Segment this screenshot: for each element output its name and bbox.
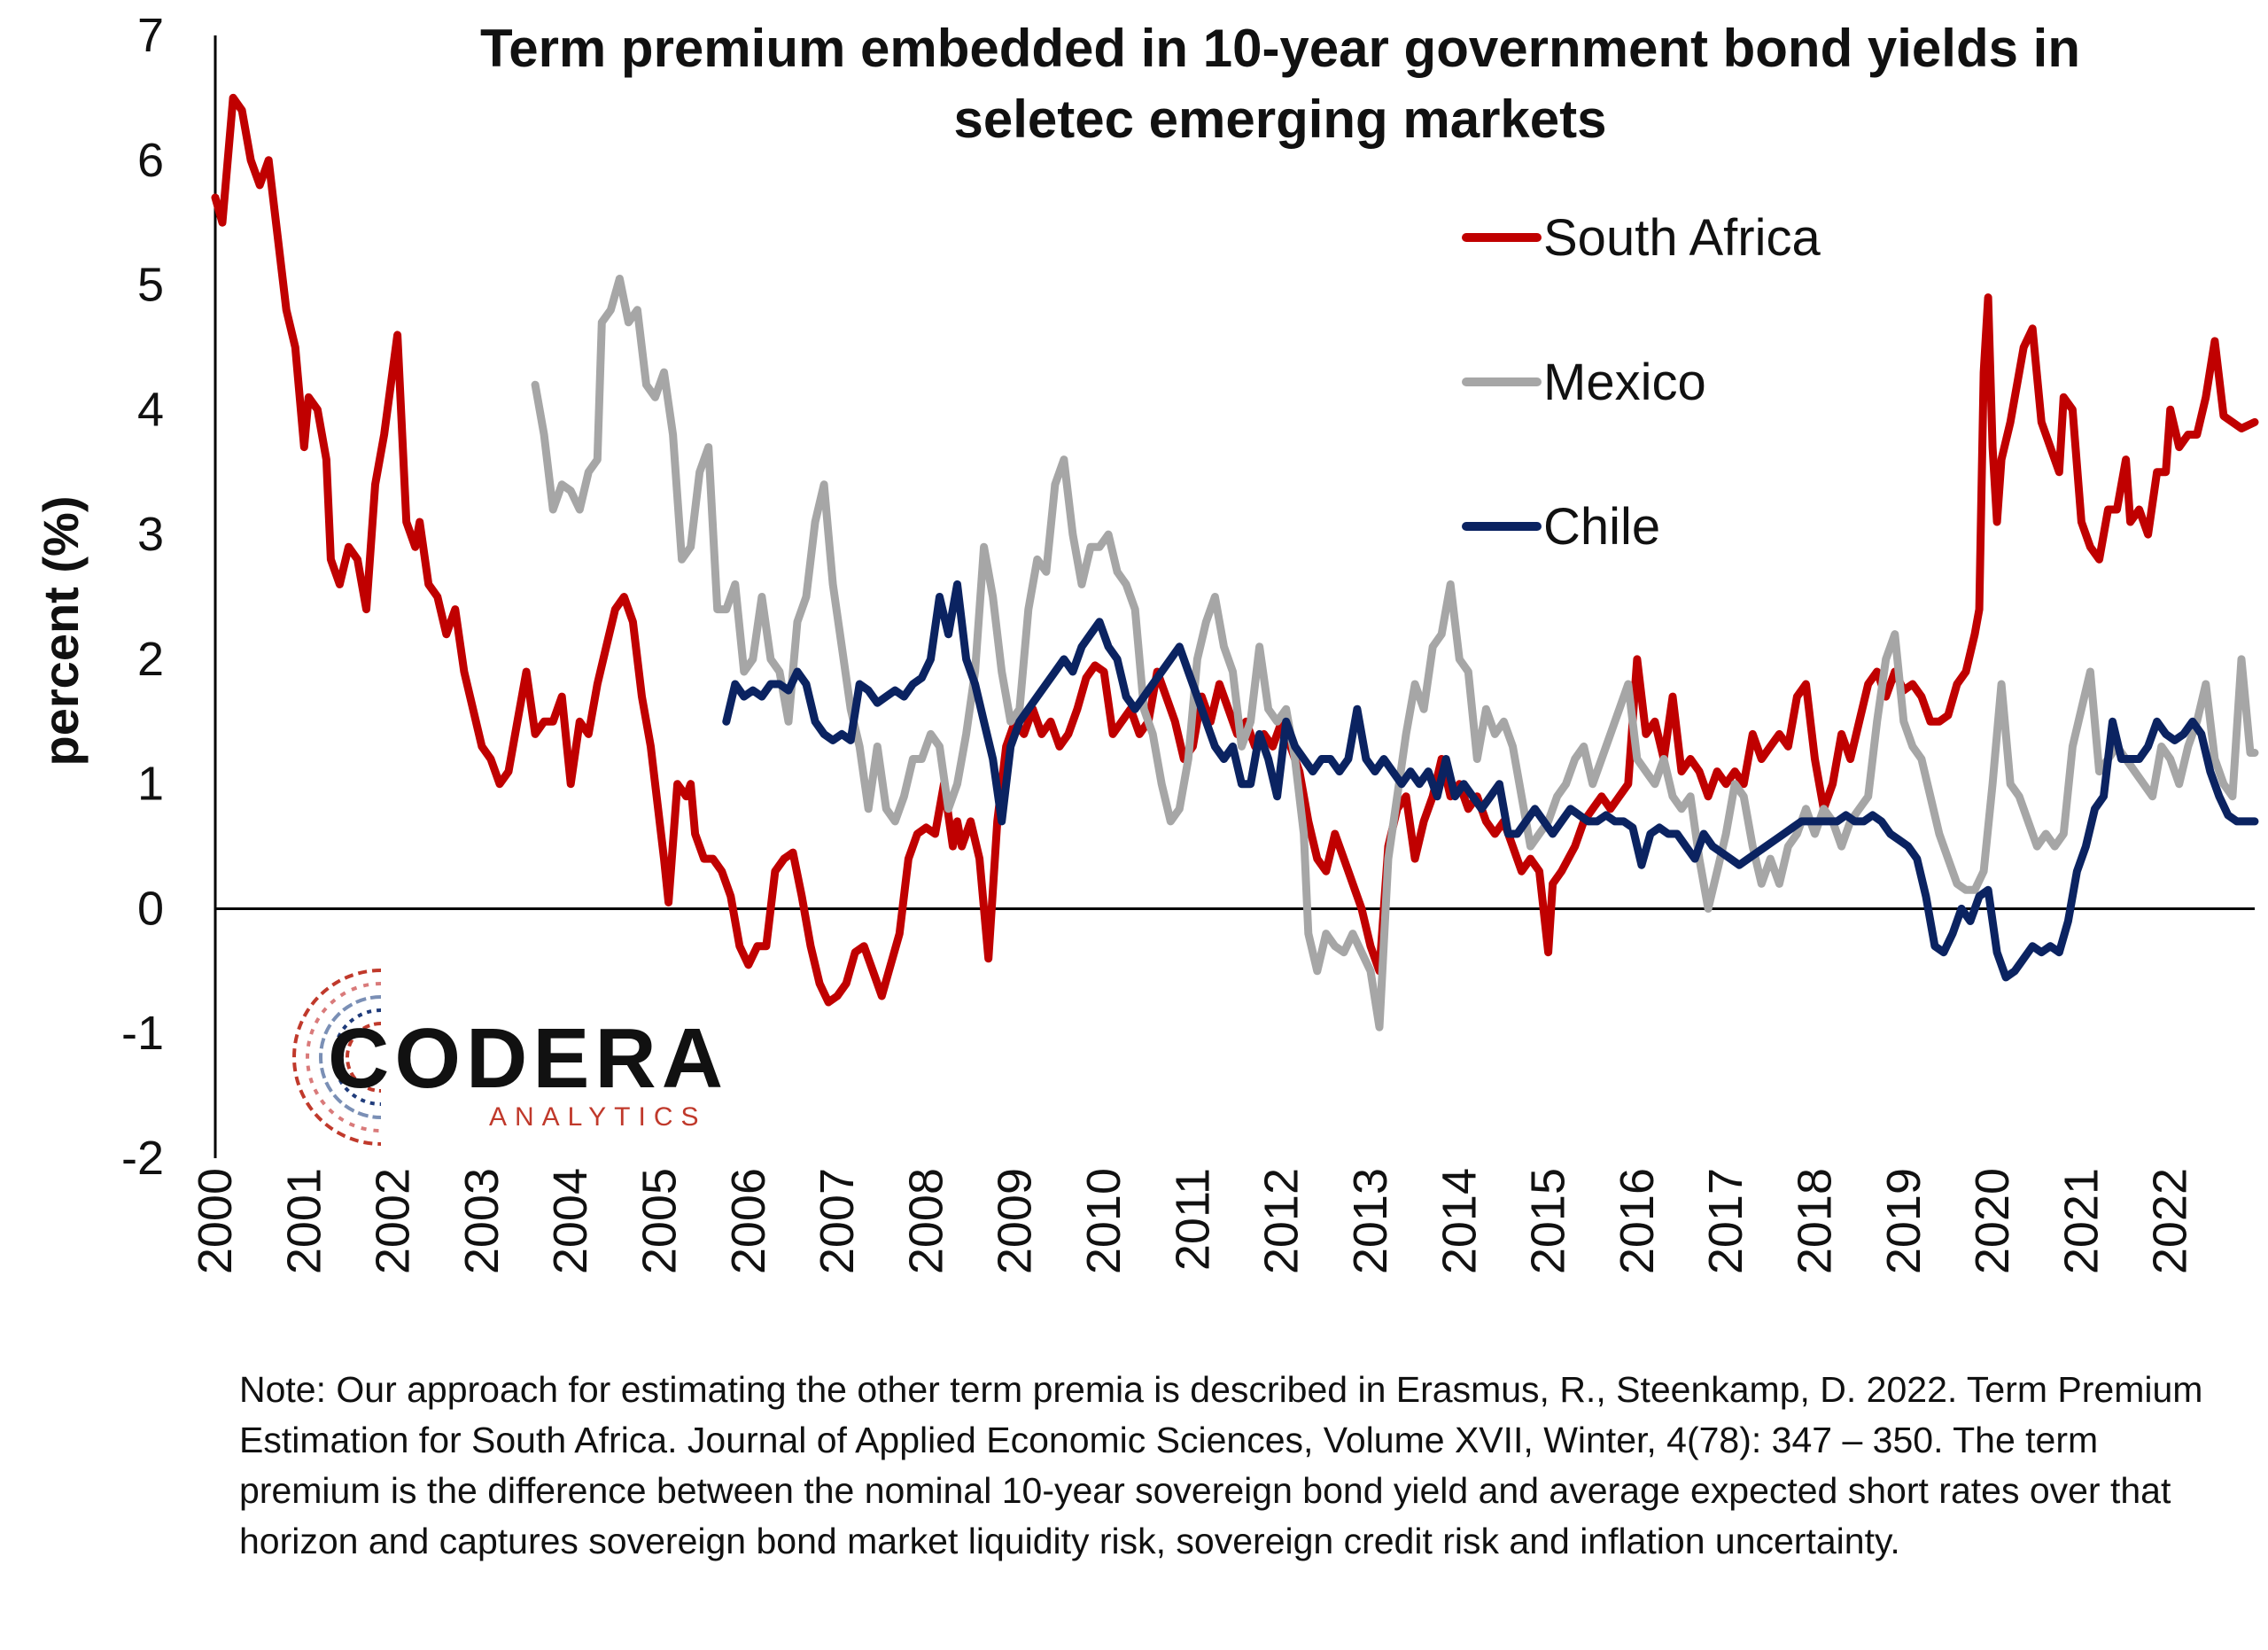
y-tick-label: -1 <box>121 1007 164 1060</box>
y-tick-label: 1 <box>137 758 164 811</box>
x-tick-label: 2017 <box>1699 1168 1752 1274</box>
x-tick-label: 2006 <box>722 1168 775 1274</box>
x-tick-label: 2012 <box>1255 1168 1309 1274</box>
chart-title-line-2: seletec emerging markets <box>953 90 1606 149</box>
y-tick-label: 7 <box>137 9 164 62</box>
chart-title: Term premium embedded in 10-year governm… <box>480 19 2080 149</box>
y-tick-label: -2 <box>121 1132 164 1185</box>
x-tick-label: 2021 <box>2054 1168 2108 1274</box>
legend-label: South Africa <box>1543 209 1821 267</box>
y-tick-label: 2 <box>137 633 164 686</box>
x-tick-label: 2000 <box>189 1168 242 1274</box>
codera-logo: CODERA ANALYTICS <box>292 969 728 1146</box>
x-tick-label: 2014 <box>1433 1168 1486 1274</box>
y-tick-label: 6 <box>137 134 164 187</box>
x-tick-label: 2022 <box>2144 1168 2197 1274</box>
x-tick-label: 2010 <box>1077 1168 1130 1274</box>
logo-tagline: ANALYTICS <box>489 1102 707 1132</box>
y-tick-label: 3 <box>137 508 164 561</box>
y-tick-label: 5 <box>137 259 164 312</box>
x-tick-label: 2003 <box>455 1168 509 1274</box>
x-tick-label: 2007 <box>811 1168 864 1274</box>
legend-label: Chile <box>1543 498 1660 556</box>
x-tick-label: 2011 <box>1166 1168 1219 1271</box>
y-tick-label: 0 <box>137 882 164 935</box>
y-tick-label: 4 <box>137 383 164 436</box>
x-tick-label: 2015 <box>1522 1168 1575 1274</box>
chart-note: Note: Our approach for estimating the ot… <box>239 1369 2203 1561</box>
x-tick-label: 2020 <box>1966 1168 2019 1274</box>
series-line-chile <box>722 580 2259 982</box>
x-tick-label: 2019 <box>1877 1168 1930 1274</box>
x-tick-label: 2005 <box>633 1168 687 1274</box>
x-tick-label: 2008 <box>899 1168 952 1274</box>
legend-label: Mexico <box>1543 354 1706 411</box>
x-tick-label: 2016 <box>1611 1168 1664 1274</box>
series-lines <box>211 93 2259 1031</box>
y-axis-ticks: -2 -1 0 1 2 3 4 5 6 7 <box>121 9 164 1185</box>
logo-mark-icon <box>292 969 382 1146</box>
x-tick-label: 2004 <box>544 1168 597 1274</box>
legend: South Africa Mexico Chile <box>1462 209 1821 556</box>
series-line-mexico <box>531 275 2259 1031</box>
x-tick-label: 2009 <box>989 1168 1042 1274</box>
y-axis-label: percent (%) <box>33 496 89 767</box>
logo-name: CODERA <box>328 1011 728 1106</box>
x-axis-ticks: 2000 2001 2002 2003 2004 2005 2006 2007 2008 2009… <box>189 1168 2197 1274</box>
x-tick-label: 2018 <box>1788 1168 1841 1274</box>
x-tick-label: 2013 <box>1344 1168 1397 1274</box>
x-tick-label: 2002 <box>367 1168 420 1274</box>
chart-title-line-1: Term premium embedded in 10-year governm… <box>480 19 2080 78</box>
term-premium-chart: Term premium embedded in 10-year governm… <box>33 9 2259 1274</box>
x-tick-label: 2001 <box>277 1168 330 1274</box>
